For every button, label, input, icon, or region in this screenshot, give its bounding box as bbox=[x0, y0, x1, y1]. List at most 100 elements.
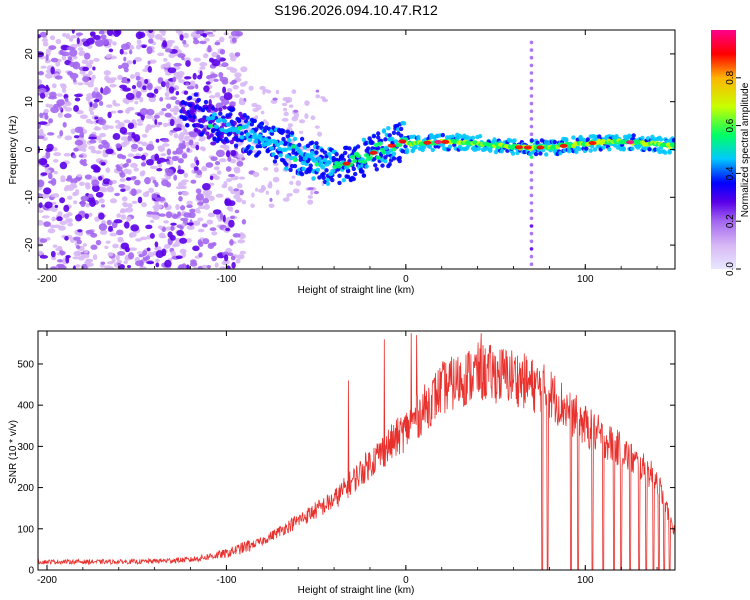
noise-cell bbox=[67, 218, 73, 223]
noise-cell bbox=[88, 212, 93, 217]
noise-cell bbox=[94, 39, 104, 47]
noise-cell bbox=[182, 39, 187, 45]
noise-cell bbox=[219, 36, 225, 43]
ridge-cell bbox=[383, 159, 388, 164]
noise-cell bbox=[175, 147, 184, 155]
noise-cell bbox=[218, 72, 224, 78]
noise-cell bbox=[48, 118, 54, 124]
noise-cell bbox=[40, 65, 47, 69]
ridge-cell bbox=[289, 130, 295, 136]
snr-y-tick-label: 100 bbox=[17, 524, 34, 535]
ridge-cell bbox=[383, 137, 388, 142]
noise-cell bbox=[131, 132, 136, 139]
noise-cell bbox=[180, 144, 187, 148]
noise-cell bbox=[165, 81, 170, 89]
noise-cell bbox=[188, 131, 195, 136]
noise-cell bbox=[130, 143, 139, 150]
spectrogram-x-tick-label: -200 bbox=[37, 274, 57, 285]
ridge-core-cell bbox=[223, 129, 229, 134]
noise-cell bbox=[38, 128, 44, 135]
ridge-cell bbox=[288, 167, 293, 173]
noise-cell bbox=[172, 76, 177, 83]
snr-y-tick-label: 500 bbox=[17, 359, 34, 370]
noise-cell bbox=[127, 135, 133, 142]
noise-cell bbox=[121, 196, 128, 202]
ridge-core-cell bbox=[284, 154, 290, 159]
noise-cell bbox=[281, 102, 288, 107]
noise-cell bbox=[178, 79, 185, 83]
spectrogram-x-ticks: -200 -100 0 100 bbox=[37, 30, 658, 285]
noise-cell bbox=[183, 212, 192, 218]
ridge-core-cell bbox=[259, 137, 265, 142]
ridge-cell bbox=[185, 123, 190, 128]
noise-cell bbox=[126, 158, 132, 164]
ridge-core-cell bbox=[265, 142, 271, 147]
noise-cell bbox=[250, 203, 255, 208]
noise-cell bbox=[186, 147, 191, 153]
noise-cell bbox=[137, 251, 143, 255]
ridge-peak-cell bbox=[588, 141, 597, 145]
ridge-cell bbox=[380, 163, 385, 168]
noise-cell bbox=[213, 166, 220, 171]
noise-cell bbox=[152, 179, 157, 184]
noise-cell bbox=[186, 200, 193, 206]
noise-cell bbox=[175, 99, 181, 105]
noise-cell bbox=[155, 138, 160, 143]
noise-cell bbox=[38, 157, 48, 166]
ridge-cell bbox=[341, 178, 346, 183]
noise-cell bbox=[150, 211, 160, 215]
ridge-core-cell bbox=[377, 141, 383, 146]
ridge-peak-cell bbox=[626, 140, 635, 145]
vertical-spike-cell bbox=[529, 109, 534, 114]
noise-cell bbox=[63, 204, 70, 213]
noise-cell bbox=[229, 52, 235, 58]
vertical-spike-cell bbox=[529, 239, 534, 244]
ridge-cell bbox=[643, 146, 648, 151]
noise-cell bbox=[233, 188, 240, 192]
noise-cell bbox=[154, 153, 160, 161]
noise-cell bbox=[65, 184, 71, 189]
noise-cell bbox=[45, 84, 49, 90]
noise-cell bbox=[230, 30, 240, 37]
noise-cell bbox=[252, 171, 260, 178]
spectrogram-y-tick-label: -10 bbox=[24, 190, 35, 205]
ridge-cell bbox=[218, 111, 223, 116]
noise-cell bbox=[177, 158, 184, 164]
ridge-cell bbox=[285, 129, 290, 134]
noise-cell bbox=[195, 144, 200, 151]
noise-cell bbox=[39, 238, 48, 243]
noise-cell bbox=[173, 133, 179, 139]
ridge-cell bbox=[529, 138, 534, 143]
noise-cell bbox=[144, 78, 149, 84]
ridge-cell bbox=[597, 134, 602, 139]
vertical-spike-cell bbox=[529, 170, 534, 175]
ridge-cell bbox=[314, 150, 319, 155]
ridge-core-cell bbox=[373, 142, 379, 148]
vertical-spike-cell bbox=[529, 71, 534, 75]
noise-cell bbox=[199, 62, 208, 67]
ridge-cell bbox=[299, 136, 305, 142]
ridge-cell bbox=[430, 147, 435, 153]
noise-cell bbox=[77, 229, 83, 233]
noise-cell bbox=[90, 148, 97, 154]
noise-cell bbox=[57, 211, 63, 217]
noise-cell bbox=[268, 203, 275, 208]
noise-cell bbox=[186, 204, 193, 209]
noise-cell bbox=[113, 30, 121, 37]
ridge-cell bbox=[272, 159, 278, 164]
vertical-spike-cell bbox=[529, 262, 534, 267]
noise-cell bbox=[59, 161, 68, 170]
ridge-cell bbox=[667, 149, 672, 154]
noise-cell bbox=[57, 265, 67, 269]
noise-cell bbox=[147, 32, 155, 39]
noise-cell bbox=[48, 45, 57, 51]
noise-cell bbox=[159, 96, 164, 102]
noise-cell bbox=[94, 150, 102, 155]
noise-cell bbox=[99, 263, 105, 268]
noise-cell bbox=[161, 108, 167, 112]
ridge-cell bbox=[647, 147, 652, 152]
noise-cell bbox=[225, 248, 232, 253]
noise-cell bbox=[59, 250, 63, 255]
noise-cell bbox=[40, 172, 48, 176]
